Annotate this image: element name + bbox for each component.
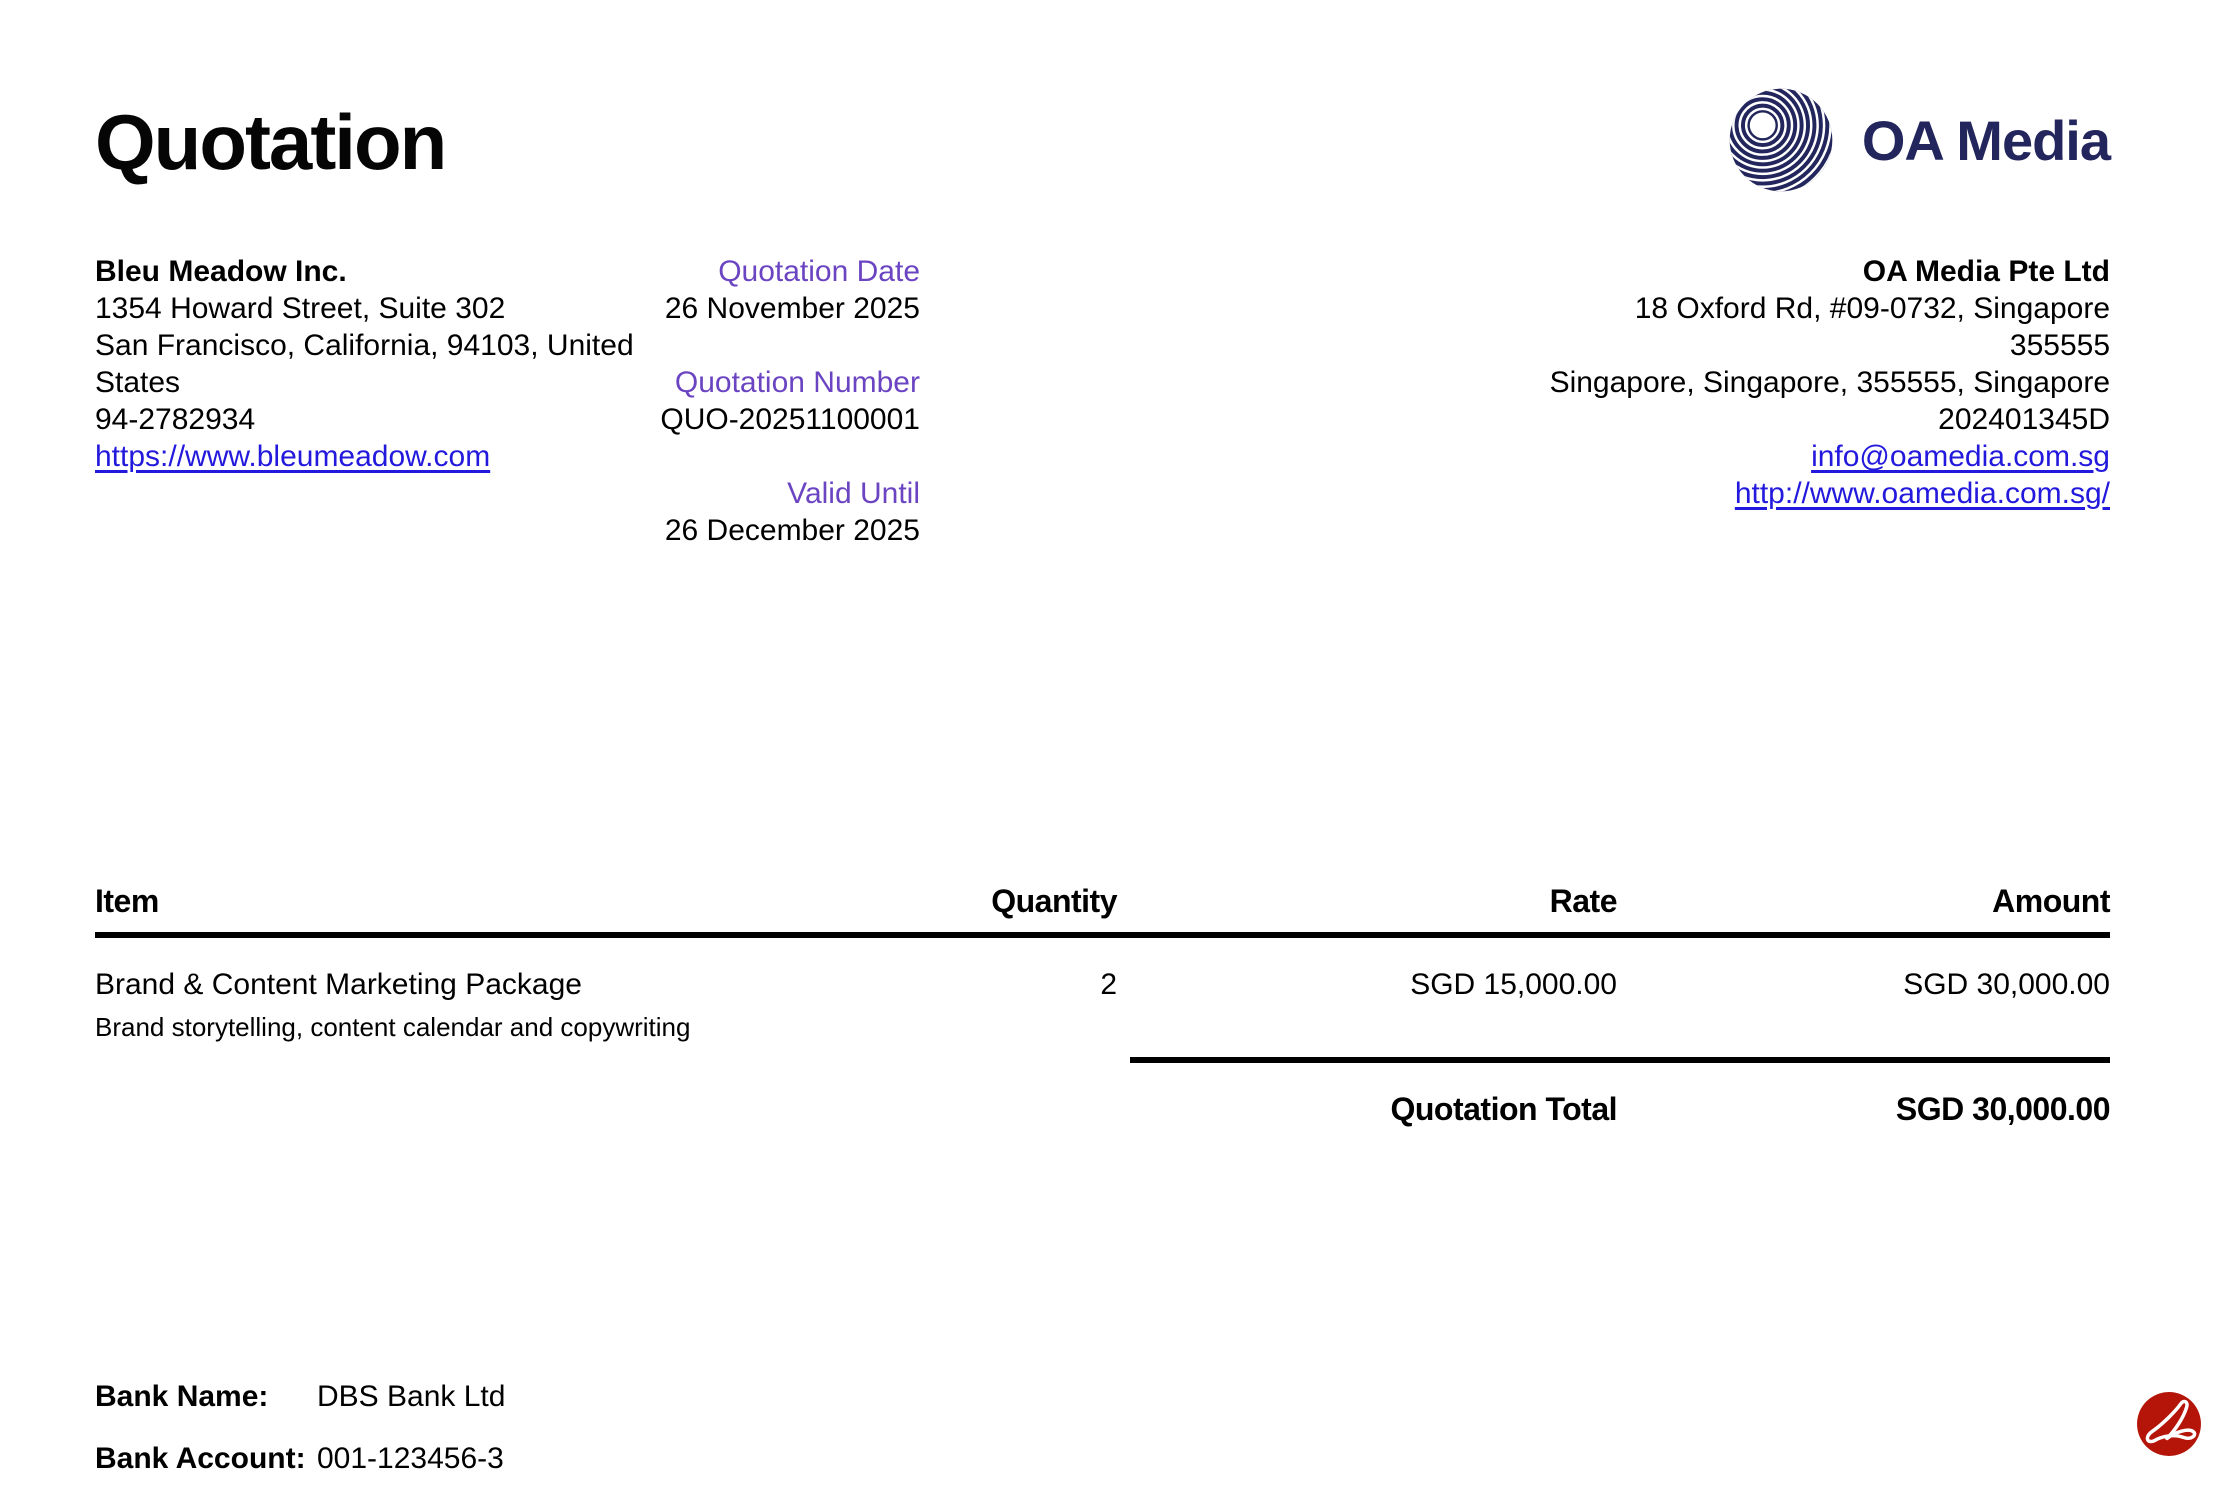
bank-details: Bank Name: DBS Bank Ltd Bank Account: 00… <box>95 1380 2110 1476</box>
table-header-row: Item Quantity Rate Amount <box>95 883 2111 938</box>
quotation-total-label: Quotation Total <box>1390 1091 1617 1127</box>
quotation-number-value: QUO-20251100001 <box>660 403 920 436</box>
vendor-registration-number: 202401345D <box>1938 403 2110 436</box>
table-row: Brand & Content Marketing Package 2 SGD … <box>95 938 2110 1002</box>
customer-address-line: States <box>95 366 181 399</box>
logo-company-name: OA Media <box>1861 108 2111 172</box>
adobe-acrobat-pdf-icon[interactable] <box>2136 1391 2202 1457</box>
total-section: Quotation Total SGD 30,000.00 <box>1130 1057 2111 1128</box>
quotation-meta-block: Quotation Date 26 November 2025 Quotatio… <box>95 253 920 586</box>
item-name: Brand & Content Marketing Package <box>95 968 582 1001</box>
company-logo: OA Media <box>1726 85 2111 195</box>
quotation-date-value: 26 November 2025 <box>664 292 920 325</box>
quotation-total-row: Quotation Total SGD 30,000.00 <box>1130 1063 2110 1128</box>
item-rate: SGD 15,000.00 <box>1410 968 1617 1001</box>
bank-name-label: Bank Name: <box>95 1380 269 1413</box>
vendor-block: OA Media Pte Ltd 18 Oxford Rd, #09-0732,… <box>1550 253 2110 512</box>
bank-name-value: DBS Bank Ltd <box>317 1380 506 1413</box>
valid-until-value: 26 December 2025 <box>664 514 920 547</box>
customer-address-line: San Francisco, California, 94103, United <box>95 329 634 362</box>
item-description: Brand storytelling, content calendar and… <box>95 1012 691 1042</box>
customer-website-link[interactable]: https://www.bleumeadow.com <box>95 440 491 473</box>
column-header-quantity: Quantity <box>991 883 1117 919</box>
vendor-address-line: Singapore, Singapore, 355555, Singapore <box>1549 366 2110 399</box>
quotation-date-label: Quotation Date <box>718 255 920 288</box>
customer-name: Bleu Meadow Inc. <box>95 255 347 288</box>
bank-account-label: Bank Account: <box>95 1442 306 1475</box>
column-header-amount: Amount <box>1992 883 2110 919</box>
page-title: Quotation <box>95 98 447 186</box>
meta-group: Quotation Date 26 November 2025 <box>95 253 920 327</box>
meta-group: Valid Until 26 December 2025 <box>95 475 920 549</box>
vendor-website-link[interactable]: http://www.oamedia.com.sg/ <box>1734 477 2110 510</box>
quotation-total-value: SGD 30,000.00 <box>1895 1091 2111 1127</box>
vendor-address-line: 18 Oxford Rd, #09-0732, Singapore <box>1634 292 2110 325</box>
meta-group: Quotation Number QUO-20251100001 <box>95 364 920 438</box>
vendor-name: OA Media Pte Ltd <box>1862 255 2110 288</box>
customer-block: Bleu Meadow Inc. 1354 Howard Street, Sui… <box>95 253 634 475</box>
vendor-email-link[interactable]: info@oamedia.com.sg <box>1811 440 2110 473</box>
column-header-rate: Rate <box>1549 883 1618 919</box>
valid-until-label: Valid Until <box>787 477 920 510</box>
customer-phone: 94-2782934 <box>95 403 256 436</box>
document-header: Quotation <box>95 0 2111 195</box>
parties-info: Bleu Meadow Inc. 1354 Howard Street, Sui… <box>95 253 2110 553</box>
customer-address-line: 1354 Howard Street, Suite 302 <box>95 292 506 325</box>
quotation-document: Quotation <box>95 0 2111 1504</box>
bank-account-value: 001-123456-3 <box>317 1442 504 1475</box>
items-table: Item Quantity Rate Amount Brand & Conten… <box>95 883 2111 1128</box>
concentric-rings-logo-icon <box>1729 88 1833 192</box>
bank-name-row: Bank Name: DBS Bank Ltd <box>95 1380 2110 1414</box>
item-amount: SGD 30,000.00 <box>1903 968 2110 1001</box>
bank-account-row: Bank Account: 001-123456-3 <box>95 1442 2110 1476</box>
vendor-address-line: 355555 <box>2009 329 2110 362</box>
quotation-number-label: Quotation Number <box>674 366 920 399</box>
column-header-item: Item <box>95 883 159 919</box>
item-quantity: 2 <box>1100 968 1117 1001</box>
